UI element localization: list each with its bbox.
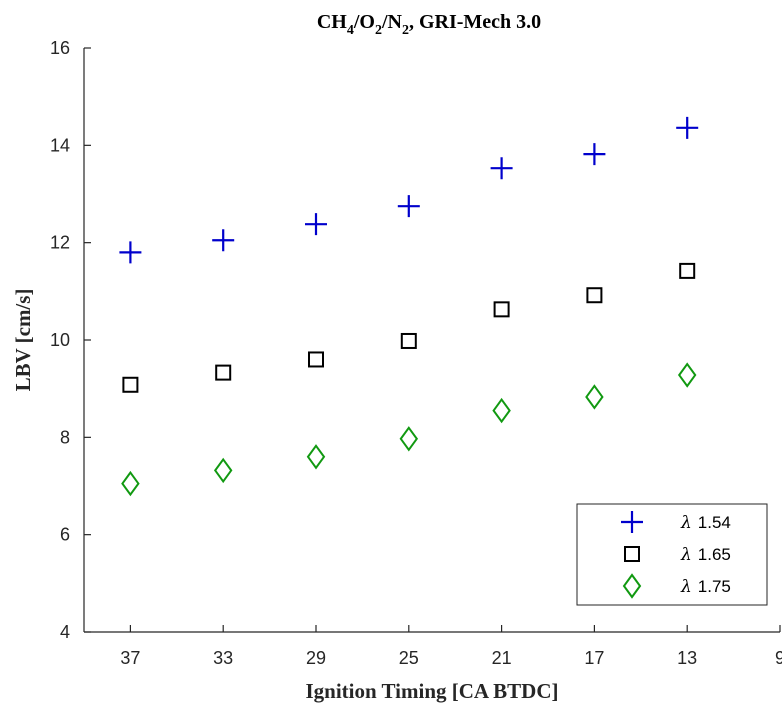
legend-value: 1.75	[698, 577, 731, 596]
data-point-square	[122, 376, 139, 393]
data-point-diamond	[585, 384, 604, 410]
x-tick-label: 25	[399, 648, 419, 668]
x-tick-label: 29	[306, 648, 326, 668]
title-sub-2a: 2	[375, 23, 382, 38]
legend-label: λ 1.75	[680, 577, 731, 597]
y-tick-label: 6	[60, 525, 70, 545]
title-ch: CH	[317, 11, 347, 33]
y-ticks: 4 6 8 10 12 14 16	[50, 38, 91, 642]
x-tick-label: 17	[584, 648, 604, 668]
legend-value: 1.54	[698, 513, 731, 532]
title-tail: , GRI-Mech 3.0	[409, 11, 541, 33]
data-point-square	[493, 301, 510, 318]
y-tick-label: 14	[50, 135, 70, 155]
data-point-square	[679, 262, 696, 279]
legend-value: 1.65	[698, 545, 731, 564]
y-tick-label: 12	[50, 233, 70, 253]
x-axis-label: Ignition Timing [CA BTDC]	[305, 679, 558, 703]
data-point-square	[586, 287, 603, 304]
x-tick-label: 33	[213, 648, 233, 668]
data-point-plus	[212, 229, 235, 252]
data-point-plus	[490, 157, 513, 180]
title-o: /O	[353, 11, 375, 33]
y-tick-label: 10	[50, 330, 70, 350]
x-tick-label: 37	[120, 648, 140, 668]
y-tick-label: 8	[60, 427, 70, 447]
data-point-plus	[305, 213, 327, 236]
legend-lambda: λ	[680, 545, 692, 565]
legend-lambda: λ	[680, 577, 692, 597]
data-point-square	[215, 364, 232, 381]
x-tick-label: 21	[492, 648, 512, 668]
x-tick-label: 9	[775, 648, 782, 668]
title-sub-2b: 2	[402, 23, 409, 38]
data-point-diamond	[399, 426, 419, 452]
legend-marker-plus	[621, 511, 643, 533]
data-point-diamond	[121, 470, 140, 497]
data-point-diamond	[677, 362, 697, 388]
x-ticks: 37 33 29 25 21 17 13 9	[120, 625, 782, 668]
legend-marker-diamond	[622, 573, 642, 599]
legend-label: λ 1.65	[680, 545, 731, 565]
y-tick-label: 16	[50, 38, 70, 58]
chart-title: CH4/O2/N2, GRI-Mech 3.0	[317, 11, 541, 38]
legend-lambda: λ	[680, 513, 692, 533]
legend-marker-square	[624, 546, 640, 562]
data-point-plus	[583, 143, 606, 166]
y-axis-label: LBV [cm/s]	[11, 289, 35, 392]
title-n: /N	[381, 11, 403, 33]
data-point-plus	[676, 116, 699, 139]
legend: λ 1.54 λ 1.65 λ 1.75	[576, 503, 768, 606]
legend-box	[576, 503, 768, 606]
data-marks	[119, 116, 699, 497]
title-sub-4: 4	[347, 23, 354, 38]
legend-items: λ 1.54 λ 1.65 λ 1.75	[621, 511, 731, 599]
data-point-diamond	[492, 397, 511, 424]
x-tick-label: 13	[677, 648, 697, 668]
y-tick-label: 4	[60, 622, 70, 642]
data-point-diamond	[306, 444, 326, 470]
data-point-plus	[119, 241, 142, 264]
data-point-diamond	[213, 457, 233, 484]
data-point-plus	[397, 195, 420, 218]
legend-label: λ 1.54	[680, 513, 731, 533]
data-point-square	[400, 332, 417, 349]
data-point-square	[308, 351, 324, 368]
